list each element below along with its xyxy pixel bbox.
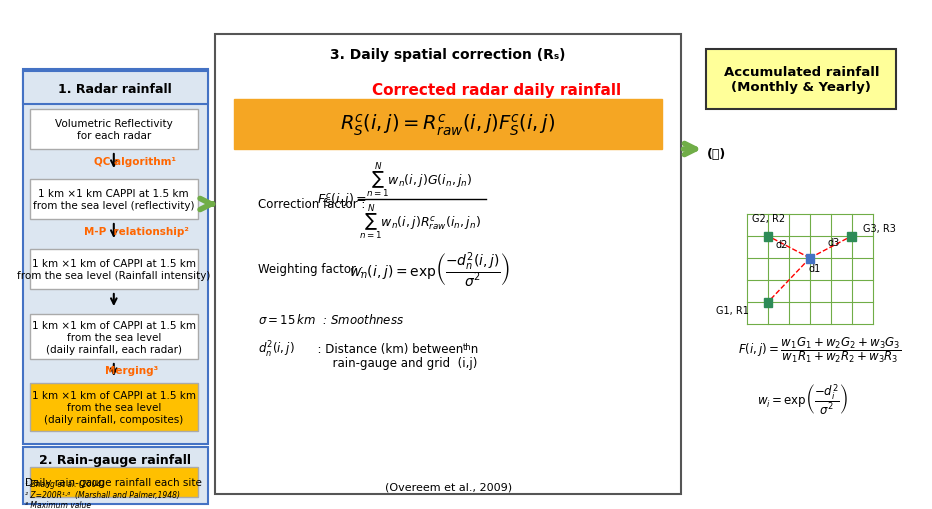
- Text: d2: d2: [775, 240, 788, 249]
- Text: G3, R3: G3, R3: [863, 223, 896, 234]
- FancyBboxPatch shape: [215, 35, 680, 494]
- Text: G2, R2: G2, R2: [751, 214, 785, 223]
- Text: Volumetric Reflectivity
for each radar: Volumetric Reflectivity for each radar: [55, 119, 172, 140]
- Text: (예): (예): [707, 148, 727, 161]
- Text: 1 km ×1 km of CAPPI at 1.5 km
from the sea level (Rainfall intensity): 1 km ×1 km of CAPPI at 1.5 km from the s…: [17, 259, 211, 280]
- Bar: [764, 232, 773, 241]
- Text: $d_n^2(i,j)$: $d_n^2(i,j)$: [258, 340, 295, 359]
- Text: $\sigma = 15\,km$  : Smoothness: $\sigma = 15\,km$ : Smoothness: [258, 313, 404, 326]
- Text: Daily rain-gauge rainfall each site: Daily rain-gauge rainfall each site: [25, 477, 202, 487]
- FancyBboxPatch shape: [30, 467, 199, 497]
- Text: Correction factor :: Correction factor :: [258, 198, 369, 211]
- Text: : Distance (km) between  n: : Distance (km) between n: [310, 343, 479, 356]
- Text: Corrected radar daily rainfall: Corrected radar daily rainfall: [372, 82, 622, 97]
- FancyBboxPatch shape: [30, 383, 199, 431]
- Text: Merging³: Merging³: [105, 365, 158, 375]
- Text: ¹ Zhang et al. (2004)
² Z=200R¹⋅⁶  (Marshall and Palmer,1948)
³ Maximum value: ¹ Zhang et al. (2004) ² Z=200R¹⋅⁶ (Marsh…: [25, 479, 181, 509]
- Text: 1. Radar rainfall: 1. Radar rainfall: [58, 82, 171, 95]
- Bar: [847, 232, 856, 241]
- Text: Weighting factor :: Weighting factor :: [258, 263, 367, 276]
- Text: QC algorithm¹: QC algorithm¹: [94, 157, 176, 166]
- Text: $w_n(i,j) = \exp\!\left(\dfrac{-d_n^2(i,j)}{\sigma^2}\right)$: $w_n(i,j) = \exp\!\left(\dfrac{-d_n^2(i,…: [349, 250, 510, 289]
- Text: $F_S^c(i,j) =$: $F_S^c(i,j) =$: [318, 191, 367, 208]
- FancyBboxPatch shape: [22, 70, 208, 444]
- FancyBboxPatch shape: [706, 50, 897, 110]
- FancyBboxPatch shape: [30, 249, 199, 290]
- FancyBboxPatch shape: [30, 315, 199, 359]
- Text: Accumulated rainfall
(Monthly & Yearly): Accumulated rainfall (Monthly & Yearly): [723, 66, 879, 94]
- Text: 1 km ×1 km of CAPPI at 1.5 km
from the sea level
(daily rainfall, composites): 1 km ×1 km of CAPPI at 1.5 km from the s…: [32, 390, 196, 424]
- Bar: [805, 254, 815, 263]
- FancyBboxPatch shape: [22, 72, 208, 105]
- Text: 1 km ×1 km of CAPPI at 1.5 km
from the sea level
(daily rainfall, each radar): 1 km ×1 km of CAPPI at 1.5 km from the s…: [32, 321, 196, 354]
- Text: $\sum_{n=1}^{N} w_n(i,j)R_{raw}^c(i_n,j_n)$: $\sum_{n=1}^{N} w_n(i,j)R_{raw}^c(i_n,j_…: [359, 202, 481, 241]
- FancyBboxPatch shape: [30, 110, 199, 150]
- Text: $\sum_{n=1}^{N} w_n(i,j)G(i_n,j_n)$: $\sum_{n=1}^{N} w_n(i,j)G(i_n,j_n)$: [366, 160, 473, 200]
- Text: $F(i,j) = \dfrac{w_1G_1 + w_2G_2 + w_3G_3}{w_1R_1 + w_2R_2 + w_3R_3}$: $F(i,j) = \dfrac{w_1G_1 + w_2G_2 + w_3G_…: [738, 334, 901, 364]
- Bar: [764, 298, 773, 307]
- FancyBboxPatch shape: [22, 447, 208, 504]
- Text: 2. Rain-gauge rainfall: 2. Rain-gauge rainfall: [39, 454, 191, 467]
- Text: rain-gauge and grid  (i,j): rain-gauge and grid (i,j): [310, 356, 478, 369]
- Text: d1: d1: [808, 264, 821, 273]
- FancyBboxPatch shape: [235, 100, 662, 150]
- Text: $R_S^c(i,j) = R_{raw}^c(i,j)F_S^c(i,j)$: $R_S^c(i,j) = R_{raw}^c(i,j)F_S^c(i,j)$: [340, 112, 555, 137]
- Text: (Overeem et al., 2009): (Overeem et al., 2009): [385, 482, 512, 492]
- Text: $w_i = \exp\!\left(\dfrac{-d_i^2}{\sigma^2}\right)$: $w_i = \exp\!\left(\dfrac{-d_i^2}{\sigma…: [757, 382, 848, 416]
- Text: M-P  relationship²: M-P relationship²: [84, 227, 189, 237]
- Text: 3. Daily spatial correction (Rₛ): 3. Daily spatial correction (Rₛ): [330, 48, 566, 62]
- FancyBboxPatch shape: [30, 180, 199, 219]
- Text: G1, R1: G1, R1: [716, 305, 749, 316]
- Text: d3: d3: [828, 238, 840, 247]
- Text: th: th: [462, 342, 471, 351]
- Text: 1 km ×1 km CAPPI at 1.5 km
from the sea level (reflectivity): 1 km ×1 km CAPPI at 1.5 km from the sea …: [33, 189, 195, 210]
